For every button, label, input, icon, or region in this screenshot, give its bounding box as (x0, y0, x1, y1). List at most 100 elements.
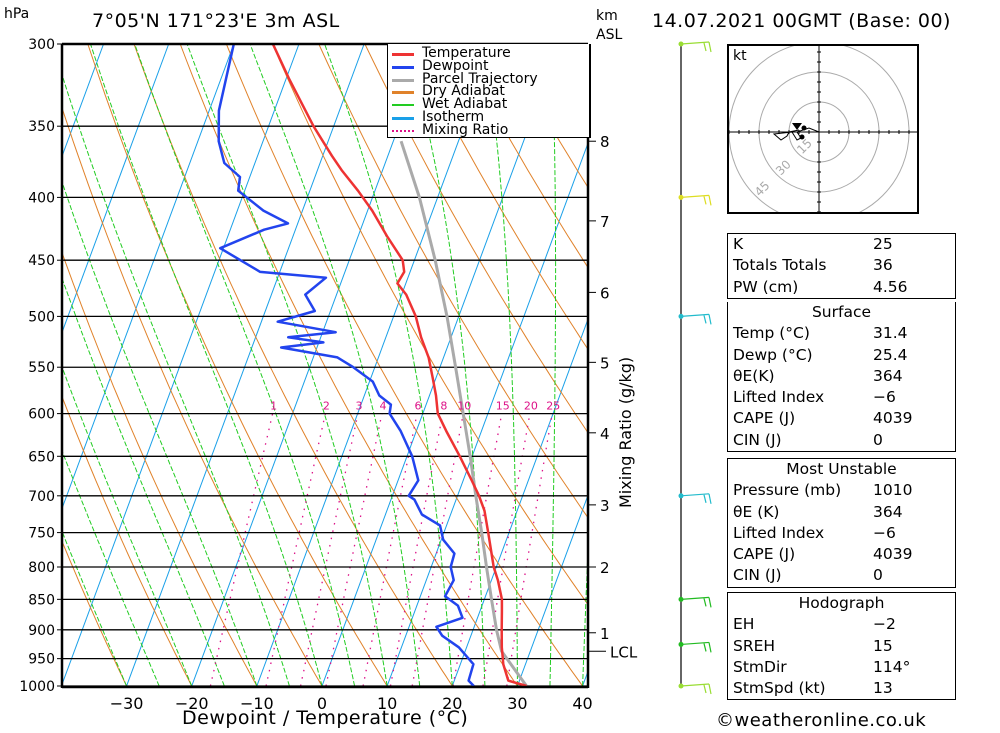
index-value: 25 (873, 235, 893, 253)
index-row: StmSpd (kt) 13 (728, 678, 955, 699)
wind-barb-flag (708, 642, 712, 653)
wind-barb-shaft (680, 41, 710, 45)
index-row: PW (cm) 4.56 (728, 277, 955, 298)
wet-adiabat-line (549, 44, 557, 686)
dry-adiabat-line (318, 44, 588, 519)
index-value: 31.4 (873, 324, 908, 343)
isotherm-line (451, 317, 588, 686)
legend-swatch (392, 104, 414, 107)
legend-swatch (392, 91, 414, 95)
height-tick-label: 7 (600, 213, 610, 231)
pressure-tick-label: 350 (28, 119, 55, 135)
index-value: 0 (873, 566, 883, 585)
index-value: 36 (873, 256, 893, 275)
index-value: −2 (873, 615, 896, 634)
index-value: 114° (873, 657, 911, 676)
index-row: Totals Totals 36 (728, 255, 955, 276)
pressure-tick-label: 650 (28, 449, 55, 465)
isotherm-line (321, 44, 561, 686)
mixing-ratio-label: 6 (415, 400, 422, 413)
height-tick-label: 1 (600, 625, 610, 643)
temperature-tick-label: 40 (572, 694, 592, 713)
dry-adiabat-line (87, 44, 388, 686)
index-row: θE(K) 364 (728, 366, 955, 387)
wet-adiabat-line (62, 529, 128, 686)
pressure-tick-label: 550 (28, 360, 55, 376)
general-indices-panel: K 25 Totals Totals 36 PW (cm) 4.56 (727, 233, 956, 299)
pressure-tick-label: 850 (28, 592, 55, 608)
dry-adiabat-line (364, 44, 588, 434)
mixing-ratio-label: 2 (323, 400, 330, 413)
index-row: Lifted Index −6 (728, 387, 955, 408)
pressure-tick-label: 400 (28, 190, 55, 206)
pressure-axis: 300 350 400 450 500 550 600 650 700 750 800 850 900 9… (19, 37, 62, 695)
index-value: 15 (873, 636, 893, 655)
mixing-ratio-label: 1 (270, 400, 277, 413)
wet-adiabat-line (249, 44, 421, 686)
index-value: 364 (873, 502, 903, 521)
hodograph-ring-label: 30 (773, 157, 794, 178)
wind-barb-flag (708, 493, 712, 504)
index-label: θE(K) (733, 366, 775, 385)
index-label: StmDir (733, 657, 787, 676)
wet-adiabat-line (62, 73, 290, 686)
wet-adiabat-line (324, 44, 453, 686)
temperature-tick-label: 30 (507, 694, 527, 713)
index-row: CIN (J) 0 (728, 565, 955, 586)
mixing-ratio-label: 8 (440, 400, 447, 413)
height-tick-label: 3 (600, 497, 610, 515)
wind-barb-column (678, 41, 712, 695)
index-label: CIN (J) (733, 430, 782, 449)
pressure-unit-label: hPa (4, 6, 30, 22)
wet-adiabat-line (405, 44, 486, 686)
isotherm-line (191, 44, 430, 686)
hodograph-point (799, 134, 805, 140)
wind-barb-flag (703, 643, 707, 652)
index-row: K 25 (728, 234, 955, 255)
mixing-ratio-label: 25 (546, 400, 560, 413)
index-row: CIN (J) 0 (728, 430, 955, 451)
wind-barb-flag (703, 684, 707, 694)
hodograph-trace (772, 127, 820, 141)
index-label: Pressure (mb) (733, 481, 842, 500)
index-value: 364 (873, 366, 903, 385)
index-label: EH (733, 615, 755, 634)
isobars (62, 43, 588, 687)
index-row: Dewp (°C) 25.4 (728, 345, 955, 366)
hodograph-ring-label: 15 (794, 136, 815, 157)
dry-adiabat-line (410, 44, 588, 351)
panel-title: Most Unstable (786, 460, 897, 478)
legend-label: Dewpoint (422, 57, 489, 74)
legend-swatch (392, 129, 414, 132)
wind-barb-flag (703, 315, 707, 324)
index-label: Totals Totals (733, 256, 827, 275)
mixing-ratio-axis-label: Mixing Ratio (g/kg) (616, 357, 635, 508)
index-row: Lifted Index −6 (728, 523, 955, 544)
wet-adiabat-line (62, 449, 160, 686)
index-row: θE (K) 364 (728, 502, 955, 523)
index-row: Pressure (mb) 1010 (728, 480, 955, 501)
pressure-tick-label: 900 (28, 623, 55, 639)
wind-barb-shaft (680, 493, 710, 497)
legend-label: Mixing Ratio (422, 121, 509, 138)
dry-adiabat-line (62, 106, 323, 686)
panel-title: Hodograph (798, 594, 885, 612)
wind-barb-shaft (680, 194, 710, 199)
legend-swatch (392, 65, 414, 69)
dry-adiabat-line (133, 44, 453, 686)
most-unstable-panel: Most Unstable Pressure (mb) 1010 θE (K) 364 L… (727, 458, 956, 588)
height-tick-label: 2 (600, 559, 610, 577)
wet-adiabat-line (186, 44, 388, 686)
temperature-tick-label: 10 (377, 694, 397, 713)
index-value: 13 (873, 679, 893, 698)
index-row: EH −2 (728, 614, 955, 635)
height-tick-label: 6 (600, 284, 610, 302)
mixing-ratio-line (265, 413, 327, 686)
index-row: SREH 15 (728, 636, 955, 657)
dry-adiabat-line (272, 44, 588, 606)
index-label: Lifted Index (733, 388, 825, 407)
index-label: PW (cm) (733, 277, 799, 296)
index-label: CAPE (J) (733, 545, 796, 564)
mixing-ratio-label: 20 (524, 400, 538, 413)
